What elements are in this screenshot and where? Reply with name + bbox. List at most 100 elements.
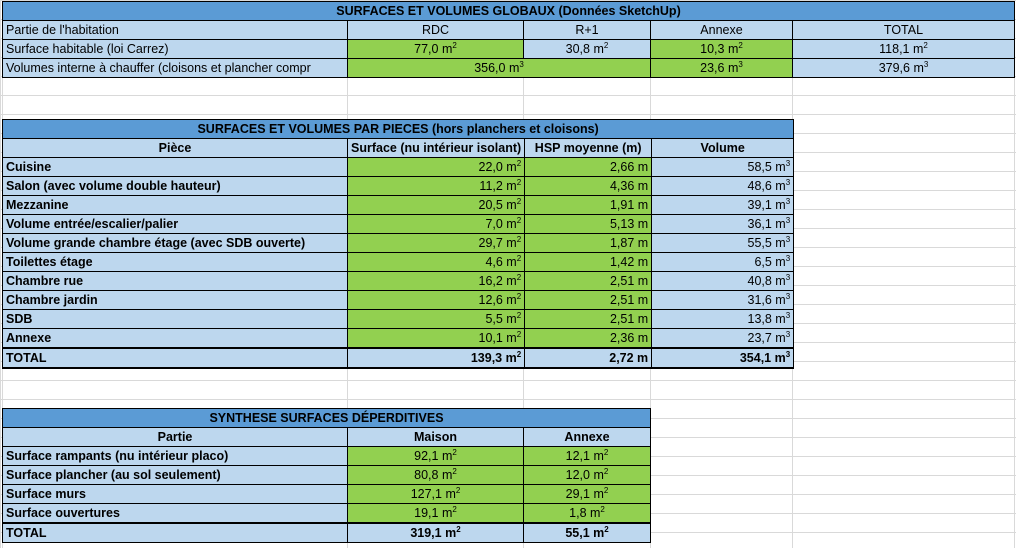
pieces-total-volume[interactable]: 354,1 m3 [651, 347, 795, 369]
piece-hsp-cell[interactable]: 1,42 m [524, 252, 653, 272]
piece-hsp-cell[interactable]: 2,51 m [524, 271, 653, 291]
surface-r1-cell[interactable]: 30,8 m2 [523, 39, 651, 59]
global-surfaces-table: SURFACES ET VOLUMES GLOBAUX (Données Ske… [2, 1, 1015, 78]
volume-annexe-cell[interactable]: 23,6 m3 [650, 58, 793, 78]
piece-hsp-cell[interactable]: 5,13 m [524, 214, 653, 234]
header-annexe[interactable]: Annexe [650, 20, 793, 40]
piece-label[interactable]: Salon (avec volume double hauteur) [2, 176, 348, 196]
header-total[interactable]: TOTAL [792, 20, 1015, 40]
surface-annexe-cell[interactable]: 10,3 m2 [650, 39, 793, 59]
synthese-total-annexe[interactable]: 55,1 m2 [523, 522, 651, 543]
synthese-annexe-cell[interactable]: 12,0 m2 [523, 465, 651, 485]
table-row: SDB 5,5 m2 2,51 m 13,8 m3 [2, 309, 795, 329]
synthese-rows: Surface rampants (nu intérieur placo) 92,… [2, 446, 651, 524]
piece-surface-cell[interactable]: 20,5 m2 [346, 195, 526, 215]
piece-label[interactable]: Mezzanine [2, 195, 348, 215]
table-row: Mezzanine 20,5 m2 1,91 m 39,1 m3 [2, 195, 795, 215]
table-row: Surface murs 127,1 m2 29,1 m2 [2, 484, 651, 504]
piece-surface-cell[interactable]: 4,6 m2 [346, 252, 526, 272]
piece-label[interactable]: Chambre jardin [2, 290, 348, 310]
synthese-annexe-cell[interactable]: 12,1 m2 [523, 446, 651, 466]
global-table-title[interactable]: SURFACES ET VOLUMES GLOBAUX (Données Ske… [2, 1, 1015, 21]
header-r1[interactable]: R+1 [523, 20, 651, 40]
pieces-total-hsp[interactable]: 2,72 m [524, 347, 653, 369]
piece-surface-cell[interactable]: 16,2 m2 [346, 271, 526, 291]
synthese-annexe-cell[interactable]: 1,8 m2 [523, 503, 651, 524]
synthese-total-maison[interactable]: 319,1 m2 [347, 522, 524, 543]
header-rdc[interactable]: RDC [347, 20, 524, 40]
piece-label[interactable]: SDB [2, 309, 348, 329]
piece-label[interactable]: Cuisine [2, 157, 348, 177]
piece-hsp-cell[interactable]: 4,36 m [524, 176, 653, 196]
synthese-label[interactable]: Surface plancher (au sol seulement) [2, 465, 348, 485]
pieces-table: SURFACES ET VOLUMES PAR PIECES (hors pla… [1, 119, 795, 369]
piece-hsp-cell[interactable]: 2,66 m [524, 157, 653, 177]
header-annexe-synthese[interactable]: Annexe [523, 427, 651, 447]
piece-surface-cell[interactable]: 7,0 m2 [346, 214, 526, 234]
piece-volume-cell[interactable]: 55,5 m3 [651, 233, 795, 253]
surface-rdc-cell[interactable]: 77,0 m2 [347, 39, 524, 59]
header-surface[interactable]: Surface (nu intérieur isolant) [346, 138, 526, 158]
table-row: Surface plancher (au sol seulement) 80,8 … [2, 465, 651, 485]
header-maison[interactable]: Maison [347, 427, 524, 447]
table-row: Volume grande chambre étage (avec SDB ou… [2, 233, 795, 253]
synthese-maison-cell[interactable]: 92,1 m2 [347, 446, 524, 466]
piece-label[interactable]: Annexe [2, 328, 348, 349]
synthese-maison-cell[interactable]: 127,1 m2 [347, 484, 524, 504]
piece-surface-cell[interactable]: 10,1 m2 [346, 328, 526, 349]
piece-volume-cell[interactable]: 23,7 m3 [651, 328, 795, 349]
volume-interne-label[interactable]: Volumes interne à chauffer (cloisons et … [2, 58, 348, 78]
volume-rdc-r1-cell[interactable]: 356,0 m3 [347, 58, 651, 78]
piece-volume-cell[interactable]: 6,5 m3 [651, 252, 795, 272]
piece-surface-cell[interactable]: 11,2 m2 [346, 176, 526, 196]
piece-label[interactable]: Volume entrée/escalier/palier [2, 214, 348, 234]
piece-volume-cell[interactable]: 39,1 m3 [651, 195, 795, 215]
piece-hsp-cell[interactable]: 2,51 m [524, 290, 653, 310]
pieces-table-title[interactable]: SURFACES ET VOLUMES PAR PIECES (hors pla… [1, 119, 795, 139]
piece-hsp-cell[interactable]: 1,87 m [524, 233, 653, 253]
piece-surface-cell[interactable]: 22,0 m2 [346, 157, 526, 177]
pieces-total-label[interactable]: TOTAL [2, 347, 348, 369]
piece-volume-cell[interactable]: 48,6 m3 [651, 176, 795, 196]
header-volume[interactable]: Volume [651, 138, 795, 158]
table-row: Surface ouvertures 19,1 m2 1,8 m2 [2, 503, 651, 524]
piece-label[interactable]: Toilettes étage [2, 252, 348, 272]
piece-volume-cell[interactable]: 58,5 m3 [651, 157, 795, 177]
pieces-rows: Cuisine 22,0 m2 2,66 m 58,5 m3 Salon (avec v… [2, 157, 795, 349]
piece-hsp-cell[interactable]: 2,36 m [524, 328, 653, 349]
piece-volume-cell[interactable]: 31,6 m3 [651, 290, 795, 310]
synthese-maison-cell[interactable]: 80,8 m2 [347, 465, 524, 485]
table-row: Cuisine 22,0 m2 2,66 m 58,5 m3 [2, 157, 795, 177]
header-hsp[interactable]: HSP moyenne (m) [524, 138, 653, 158]
synthese-maison-cell[interactable]: 19,1 m2 [347, 503, 524, 524]
piece-surface-cell[interactable]: 5,5 m2 [346, 309, 526, 329]
table-row: Salon (avec volume double hauteur) 11,2 m… [2, 176, 795, 196]
synthese-label[interactable]: Surface rampants (nu intérieur placo) [2, 446, 348, 466]
synthese-label[interactable]: Surface murs [2, 484, 348, 504]
table-row: Toilettes étage 4,6 m2 1,42 m 6,5 m3 [2, 252, 795, 272]
header-partie[interactable]: Partie de l'habitation [2, 20, 348, 40]
piece-volume-cell[interactable]: 36,1 m3 [651, 214, 795, 234]
synthese-table-title[interactable]: SYNTHESE SURFACES DÉPERDITIVES [2, 408, 651, 428]
synthese-label[interactable]: Surface ouvertures [2, 503, 348, 524]
piece-volume-cell[interactable]: 40,8 m3 [651, 271, 795, 291]
table-row: Chambre rue 16,2 m2 2,51 m 40,8 m3 [2, 271, 795, 291]
volume-total-cell[interactable]: 379,6 m3 [792, 58, 1015, 78]
piece-hsp-cell[interactable]: 2,51 m [524, 309, 653, 329]
header-partie-synthese[interactable]: Partie [2, 427, 348, 447]
table-row: Volume entrée/escalier/palier 7,0 m2 5,13 … [2, 214, 795, 234]
synthese-total-label[interactable]: TOTAL [2, 522, 348, 543]
surface-habitable-label[interactable]: Surface habitable (loi Carrez) [2, 39, 348, 59]
surface-total-cell[interactable]: 118,1 m2 [792, 39, 1015, 59]
piece-label[interactable]: Chambre rue [2, 271, 348, 291]
piece-hsp-cell[interactable]: 1,91 m [524, 195, 653, 215]
synthese-annexe-cell[interactable]: 29,1 m2 [523, 484, 651, 504]
piece-surface-cell[interactable]: 12,6 m2 [346, 290, 526, 310]
synthese-table: SYNTHESE SURFACES DÉPERDITIVES Partie Ma… [2, 408, 651, 543]
piece-volume-cell[interactable]: 13,8 m3 [651, 309, 795, 329]
pieces-total-surface[interactable]: 139,3 m2 [346, 347, 526, 369]
table-row: Chambre jardin 12,6 m2 2,51 m 31,6 m3 [2, 290, 795, 310]
piece-label[interactable]: Volume grande chambre étage (avec SDB ou… [2, 233, 348, 253]
header-piece[interactable]: Pièce [2, 138, 348, 158]
piece-surface-cell[interactable]: 29,7 m2 [346, 233, 526, 253]
